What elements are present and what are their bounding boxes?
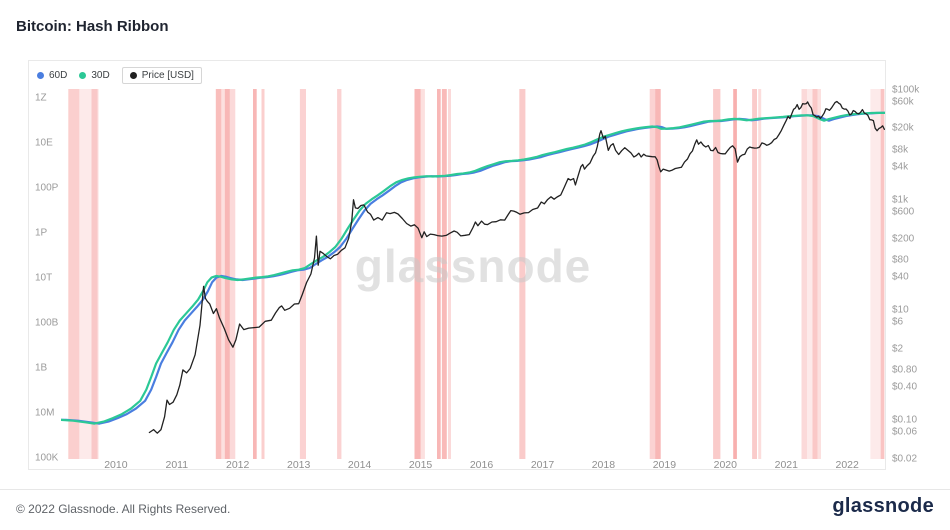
price-axis-tick: $0.80: [892, 364, 918, 376]
price-axis-tick: $100k: [892, 84, 920, 96]
page-title: Bitcoin: Hash Ribbon: [16, 18, 169, 35]
series-price-dot-icon: [129, 72, 137, 79]
price-axis-tick: $0.10: [892, 414, 918, 426]
price-axis-tick: $60k: [892, 96, 914, 108]
glassnode-logo[interactable]: glassnode: [832, 495, 934, 517]
footer-copyright: © 2022 Glassnode. All Rights Reserved.: [16, 502, 231, 516]
legend-item-30d[interactable]: 30D: [79, 70, 110, 81]
price-axis-tick: $8k: [892, 144, 909, 156]
price-axis-tick: $10: [892, 304, 909, 316]
legend-item-price-usd[interactable]: Price [USD]: [121, 67, 202, 84]
price-axis-tick: $80: [892, 254, 909, 266]
price-axis-tick: $6: [892, 316, 904, 328]
price-axis-tick: $20k: [892, 122, 914, 134]
price-axis-tick: $0.02: [892, 453, 918, 464]
price-axis-tick: $40: [892, 271, 909, 283]
price-axis-tick: $0.40: [892, 381, 918, 393]
series-30d-dot-icon: [79, 72, 87, 79]
price-axis-tick: $600: [892, 206, 915, 218]
price-axis-tick: $2: [892, 343, 904, 354]
chart-plot-area[interactable]: [29, 61, 885, 469]
series-60d-dot-icon: [37, 72, 44, 79]
price-axis-tick: $0.06: [892, 426, 918, 438]
legend-item-60d[interactable]: 60D: [37, 70, 67, 81]
price-axis-tick: $200: [892, 233, 915, 244]
chart-legend: 60D 30D Price [USD]: [37, 67, 202, 84]
hash-ribbon-chart: 60D 30D Price [USD] 1Z 10E 100P 1P 10T 100B 1B…: [28, 60, 886, 471]
price-axis-tick: $4k: [892, 161, 909, 173]
legend-item-label: 60D: [49, 70, 68, 81]
legend-item-label: Price [USD]: [141, 70, 194, 81]
price-axis-tick: $1k: [892, 194, 909, 206]
right-axis: $100k $60k $20k $8k $4k $1k $600 $200 $80 $40 $10 $…: [890, 60, 948, 470]
legend-item-label: 30D: [91, 70, 110, 81]
footer-divider: [0, 489, 950, 490]
